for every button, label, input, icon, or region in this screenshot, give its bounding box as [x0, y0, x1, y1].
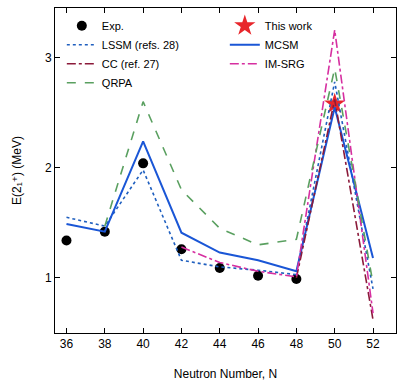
svg-text:48: 48: [290, 337, 304, 351]
svg-text:IM-SRG: IM-SRG: [265, 58, 305, 70]
svg-text:QRPA: QRPA: [102, 77, 133, 89]
svg-text:Neutron Number, N: Neutron Number, N: [174, 367, 277, 381]
svg-text:40: 40: [136, 337, 150, 351]
svg-text:38: 38: [98, 337, 112, 351]
svg-text:52: 52: [366, 337, 380, 351]
svg-text:2: 2: [45, 161, 52, 175]
svg-text:E(2₁⁺) (MeV): E(2₁⁺) (MeV): [10, 136, 24, 205]
svg-text:This work: This work: [265, 20, 313, 32]
svg-text:Exp.: Exp.: [102, 20, 124, 32]
svg-text:3: 3: [45, 51, 52, 65]
svg-text:1: 1: [45, 271, 52, 285]
svg-text:CC (ref. 27): CC (ref. 27): [102, 58, 159, 70]
svg-text:LSSM (refs. 28): LSSM (refs. 28): [102, 39, 179, 51]
svg-text:46: 46: [251, 337, 265, 351]
svg-text:44: 44: [213, 337, 227, 351]
svg-text:50: 50: [328, 337, 342, 351]
svg-text:MCSM: MCSM: [265, 39, 299, 51]
svg-text:36: 36: [60, 337, 74, 351]
svg-text:42: 42: [175, 337, 189, 351]
